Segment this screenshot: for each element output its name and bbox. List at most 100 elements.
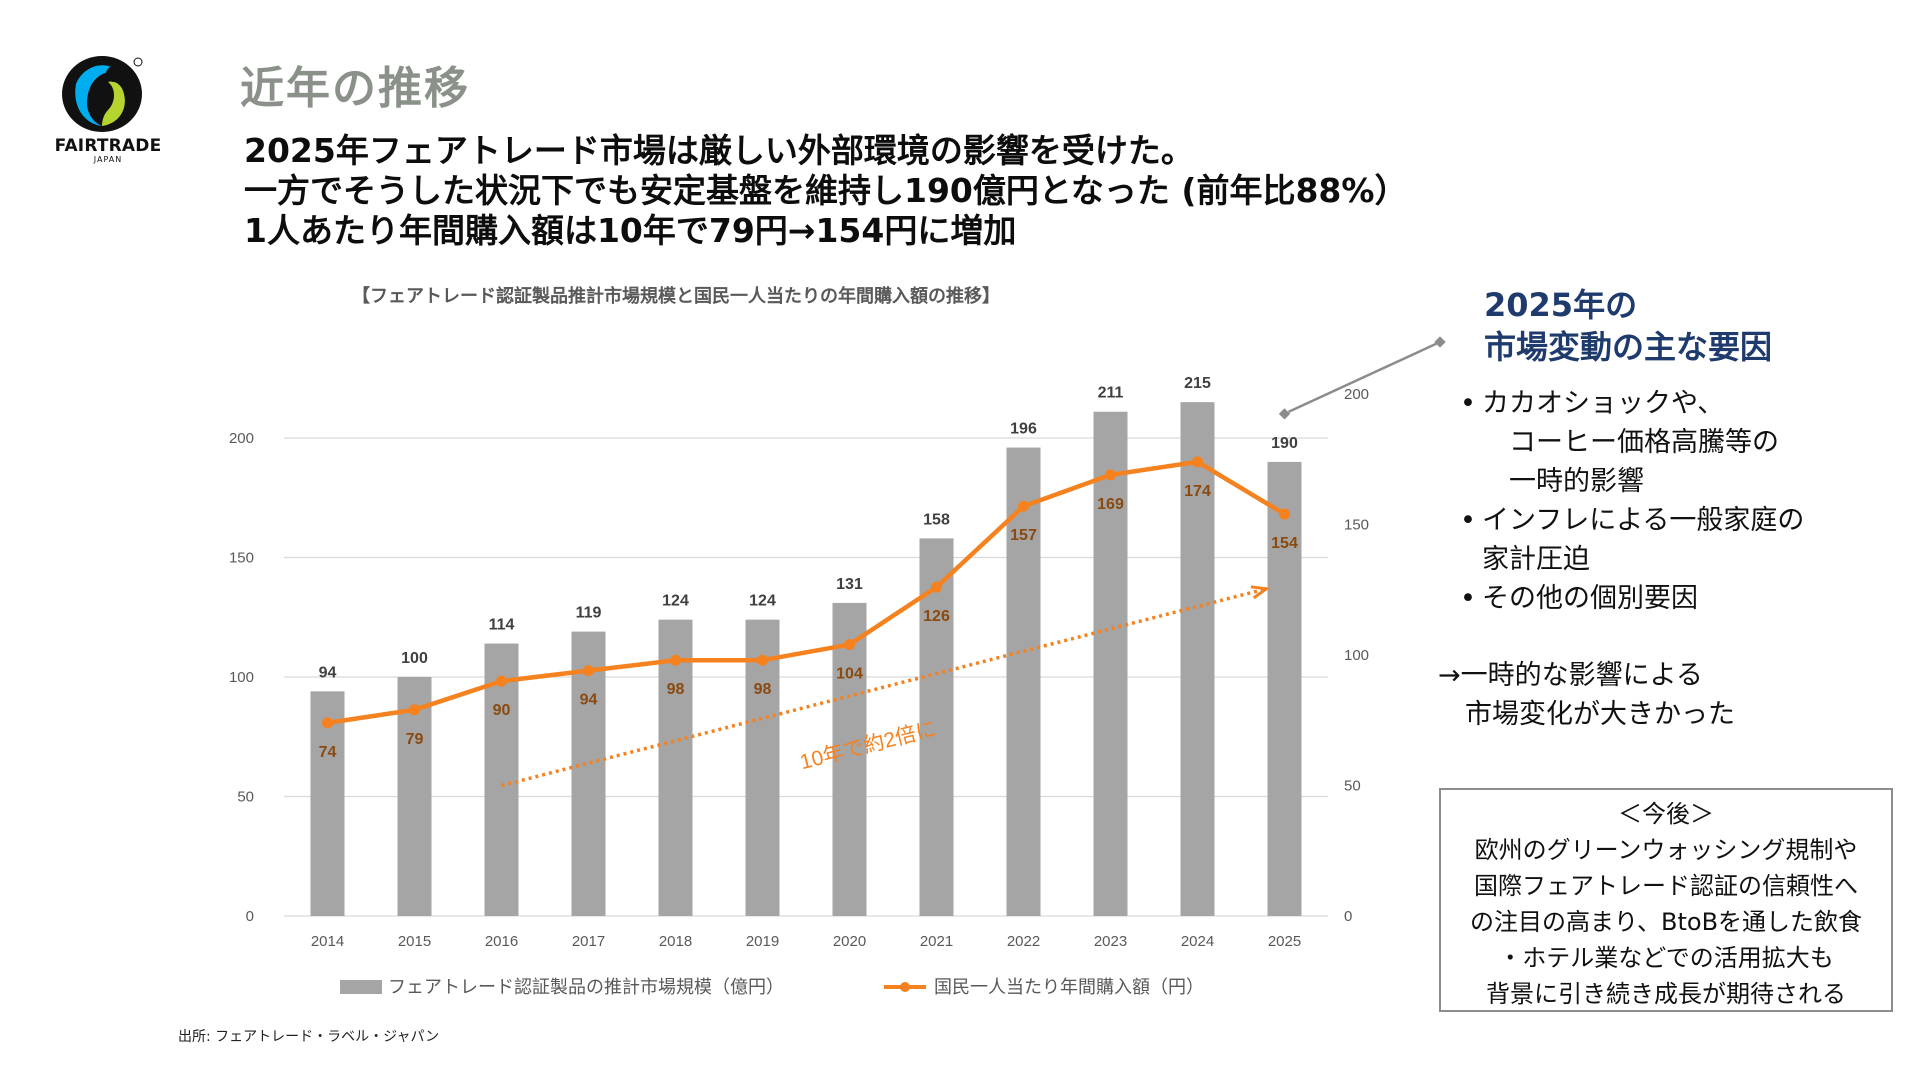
bar — [1180, 402, 1215, 916]
right-axis-tick-label: 0 — [1344, 908, 1352, 925]
bar — [1006, 447, 1041, 916]
line-path — [327, 459, 1286, 726]
right-axis-tick-label: 50 — [1344, 778, 1361, 795]
bar — [919, 538, 954, 916]
bar — [1093, 411, 1128, 916]
bar — [571, 631, 606, 916]
line-value-label: 98 — [667, 681, 685, 698]
factor-text-line: コーヒー価格高騰等の — [1482, 427, 1779, 458]
bar-series — [310, 402, 1302, 916]
bar-value-label: 211 — [1098, 385, 1124, 402]
factors-list: • カカオショックや、 コーヒー価格高騰等の 一時的影響 • インフレによる一般… — [1454, 384, 1804, 618]
legend-line-marker — [900, 982, 910, 992]
line-point — [583, 665, 594, 677]
line-point — [757, 654, 768, 666]
factors-heading-line-2: 市場変動の主な要因 — [1484, 328, 1773, 366]
bar — [484, 643, 519, 916]
line-point — [409, 704, 420, 716]
factor-item: • カカオショックや、 コーヒー価格高騰等の 一時的影響 — [1454, 384, 1804, 501]
logo-subtext: JAPAN — [93, 155, 123, 164]
line-point — [670, 654, 681, 666]
callout-connector — [1278, 336, 1446, 420]
factors-heading: 2025年の 市場変動の主な要因 — [1484, 284, 1772, 368]
line-point — [1018, 500, 1029, 512]
line-value-label: 98 — [754, 681, 772, 698]
right-axis-tick-label: 200 — [1344, 386, 1369, 403]
factor-text-line: カカオショックや、 — [1482, 388, 1725, 419]
chart-axes: 0 50 100 150 200 0 50 100 150 200 2014 2015 2016 2017… — [229, 386, 1369, 950]
x-axis-tick-label: 2020 — [833, 933, 866, 950]
bullet-icon: • — [1460, 388, 1476, 419]
x-axis-tick-label: 2022 — [1007, 933, 1040, 950]
conclusion-line-1: →一時的な影響による — [1438, 660, 1703, 691]
outlook-line: ・ホテル業などでの活用拡大も — [1498, 944, 1834, 972]
line-series — [322, 456, 1290, 729]
headline-line-3: 1人あたり年間購入額は10年で79円→154円に増加 — [244, 211, 1017, 250]
factor-text-line: その他の個別要因 — [1482, 583, 1698, 614]
line-value-label: 79 — [406, 731, 424, 748]
line-value-label: 169 — [1097, 496, 1124, 513]
bar — [745, 619, 780, 916]
x-axis-tick-label: 2019 — [746, 933, 779, 950]
line-value-label: 126 — [923, 608, 950, 625]
legend-bar-label: フェアトレード認証製品の推計市場規模（億円） — [388, 977, 784, 997]
trend-label: 10年で約2倍に — [798, 717, 939, 774]
outlook-line: の注目の高まり、BtoBを通した飲食 — [1469, 908, 1863, 936]
bar-value-label: 131 — [836, 576, 863, 593]
chart-gridlines — [284, 437, 1328, 917]
line-point — [496, 675, 507, 687]
x-axis-tick-label: 2018 — [659, 933, 692, 950]
x-axis-tick-label: 2024 — [1181, 933, 1214, 950]
x-axis-tick-label: 2017 — [572, 933, 605, 950]
x-axis-tick-label: 2021 — [920, 933, 953, 950]
bar-value-label: 158 — [923, 511, 950, 528]
bar-value-label: 94 — [319, 664, 337, 681]
factors-heading-line-1: 2025年の — [1484, 286, 1638, 324]
outlook-line: 背景に引き続き成長が期待される — [1486, 980, 1846, 1008]
bar-value-label: 215 — [1184, 375, 1211, 392]
line-value-label: 94 — [580, 692, 598, 709]
line-point — [931, 581, 942, 593]
line-value-label: 74 — [319, 744, 337, 761]
headline-line-2: 一方でそうした状況下でも安定基盤を維持し190億円となった (前年比88%） — [244, 171, 1408, 210]
chart-title: 【フェアトレード認証製品推計市場規模と国民一人当たりの年間購入額の推移】 — [352, 286, 1000, 307]
line-point — [844, 639, 855, 651]
bar-value-label: 124 — [749, 593, 776, 610]
chart-legend: フェアトレード認証製品の推計市場規模（億円） 国民一人当たり年間購入額（円） — [340, 977, 1204, 997]
x-axis-tick-label: 2023 — [1094, 933, 1127, 950]
bar-value-label: 119 — [576, 605, 602, 622]
left-axis-tick-label: 50 — [237, 789, 254, 806]
bar-value-label: 114 — [489, 617, 515, 634]
x-axis-tick-label: 2014 — [311, 933, 344, 950]
factor-text-line: インフレによる一般家庭の — [1482, 505, 1805, 536]
bar-value-label: 190 — [1271, 435, 1298, 452]
trend-layer: 10年で約2倍に — [501, 585, 1271, 788]
left-axis-tick-label: 0 — [246, 908, 254, 925]
factor-text-line: 家計圧迫 — [1482, 544, 1590, 575]
line-value-label: 174 — [1184, 483, 1211, 500]
x-axis-tick-label: 2015 — [398, 933, 431, 950]
fairtrade-logo-icon — [62, 56, 143, 132]
logo-wordmark: FAIRTRADE — [54, 136, 162, 156]
bar-value-label: 100 — [401, 650, 428, 667]
left-axis-tick-label: 200 — [229, 430, 254, 447]
headline-line-1: 2025年フェアトレード市場は厳しい外部環境の影響を受けた。 — [244, 131, 1194, 170]
line-point — [1192, 456, 1203, 468]
conclusion: →一時的な影響による 市場変化が大きかった — [1438, 656, 1735, 734]
bar — [1267, 461, 1302, 916]
outlook-box: ＜今後＞ 欧州のグリーンウォッシング規制や 国際フェアトレード認証の信頼性へ の… — [1439, 788, 1893, 1012]
bar-value-label: 124 — [662, 593, 689, 610]
factor-item: • その他の個別要因 — [1454, 579, 1804, 618]
bar-value-label: 196 — [1010, 421, 1037, 438]
line-value-label: 104 — [836, 666, 863, 683]
trend-line — [501, 588, 1263, 788]
line-value-label: 154 — [1271, 535, 1298, 552]
factor-item: • インフレによる一般家庭の 家計圧迫 — [1454, 501, 1804, 579]
callout-line — [1287, 340, 1441, 414]
callout-end-marker — [1434, 336, 1446, 348]
line-value-label: 157 — [1010, 527, 1037, 544]
right-axis-tick-label: 100 — [1344, 647, 1369, 664]
outlook-line: 国際フェアトレード認証の信頼性へ — [1474, 872, 1858, 900]
line-point — [1279, 508, 1290, 520]
